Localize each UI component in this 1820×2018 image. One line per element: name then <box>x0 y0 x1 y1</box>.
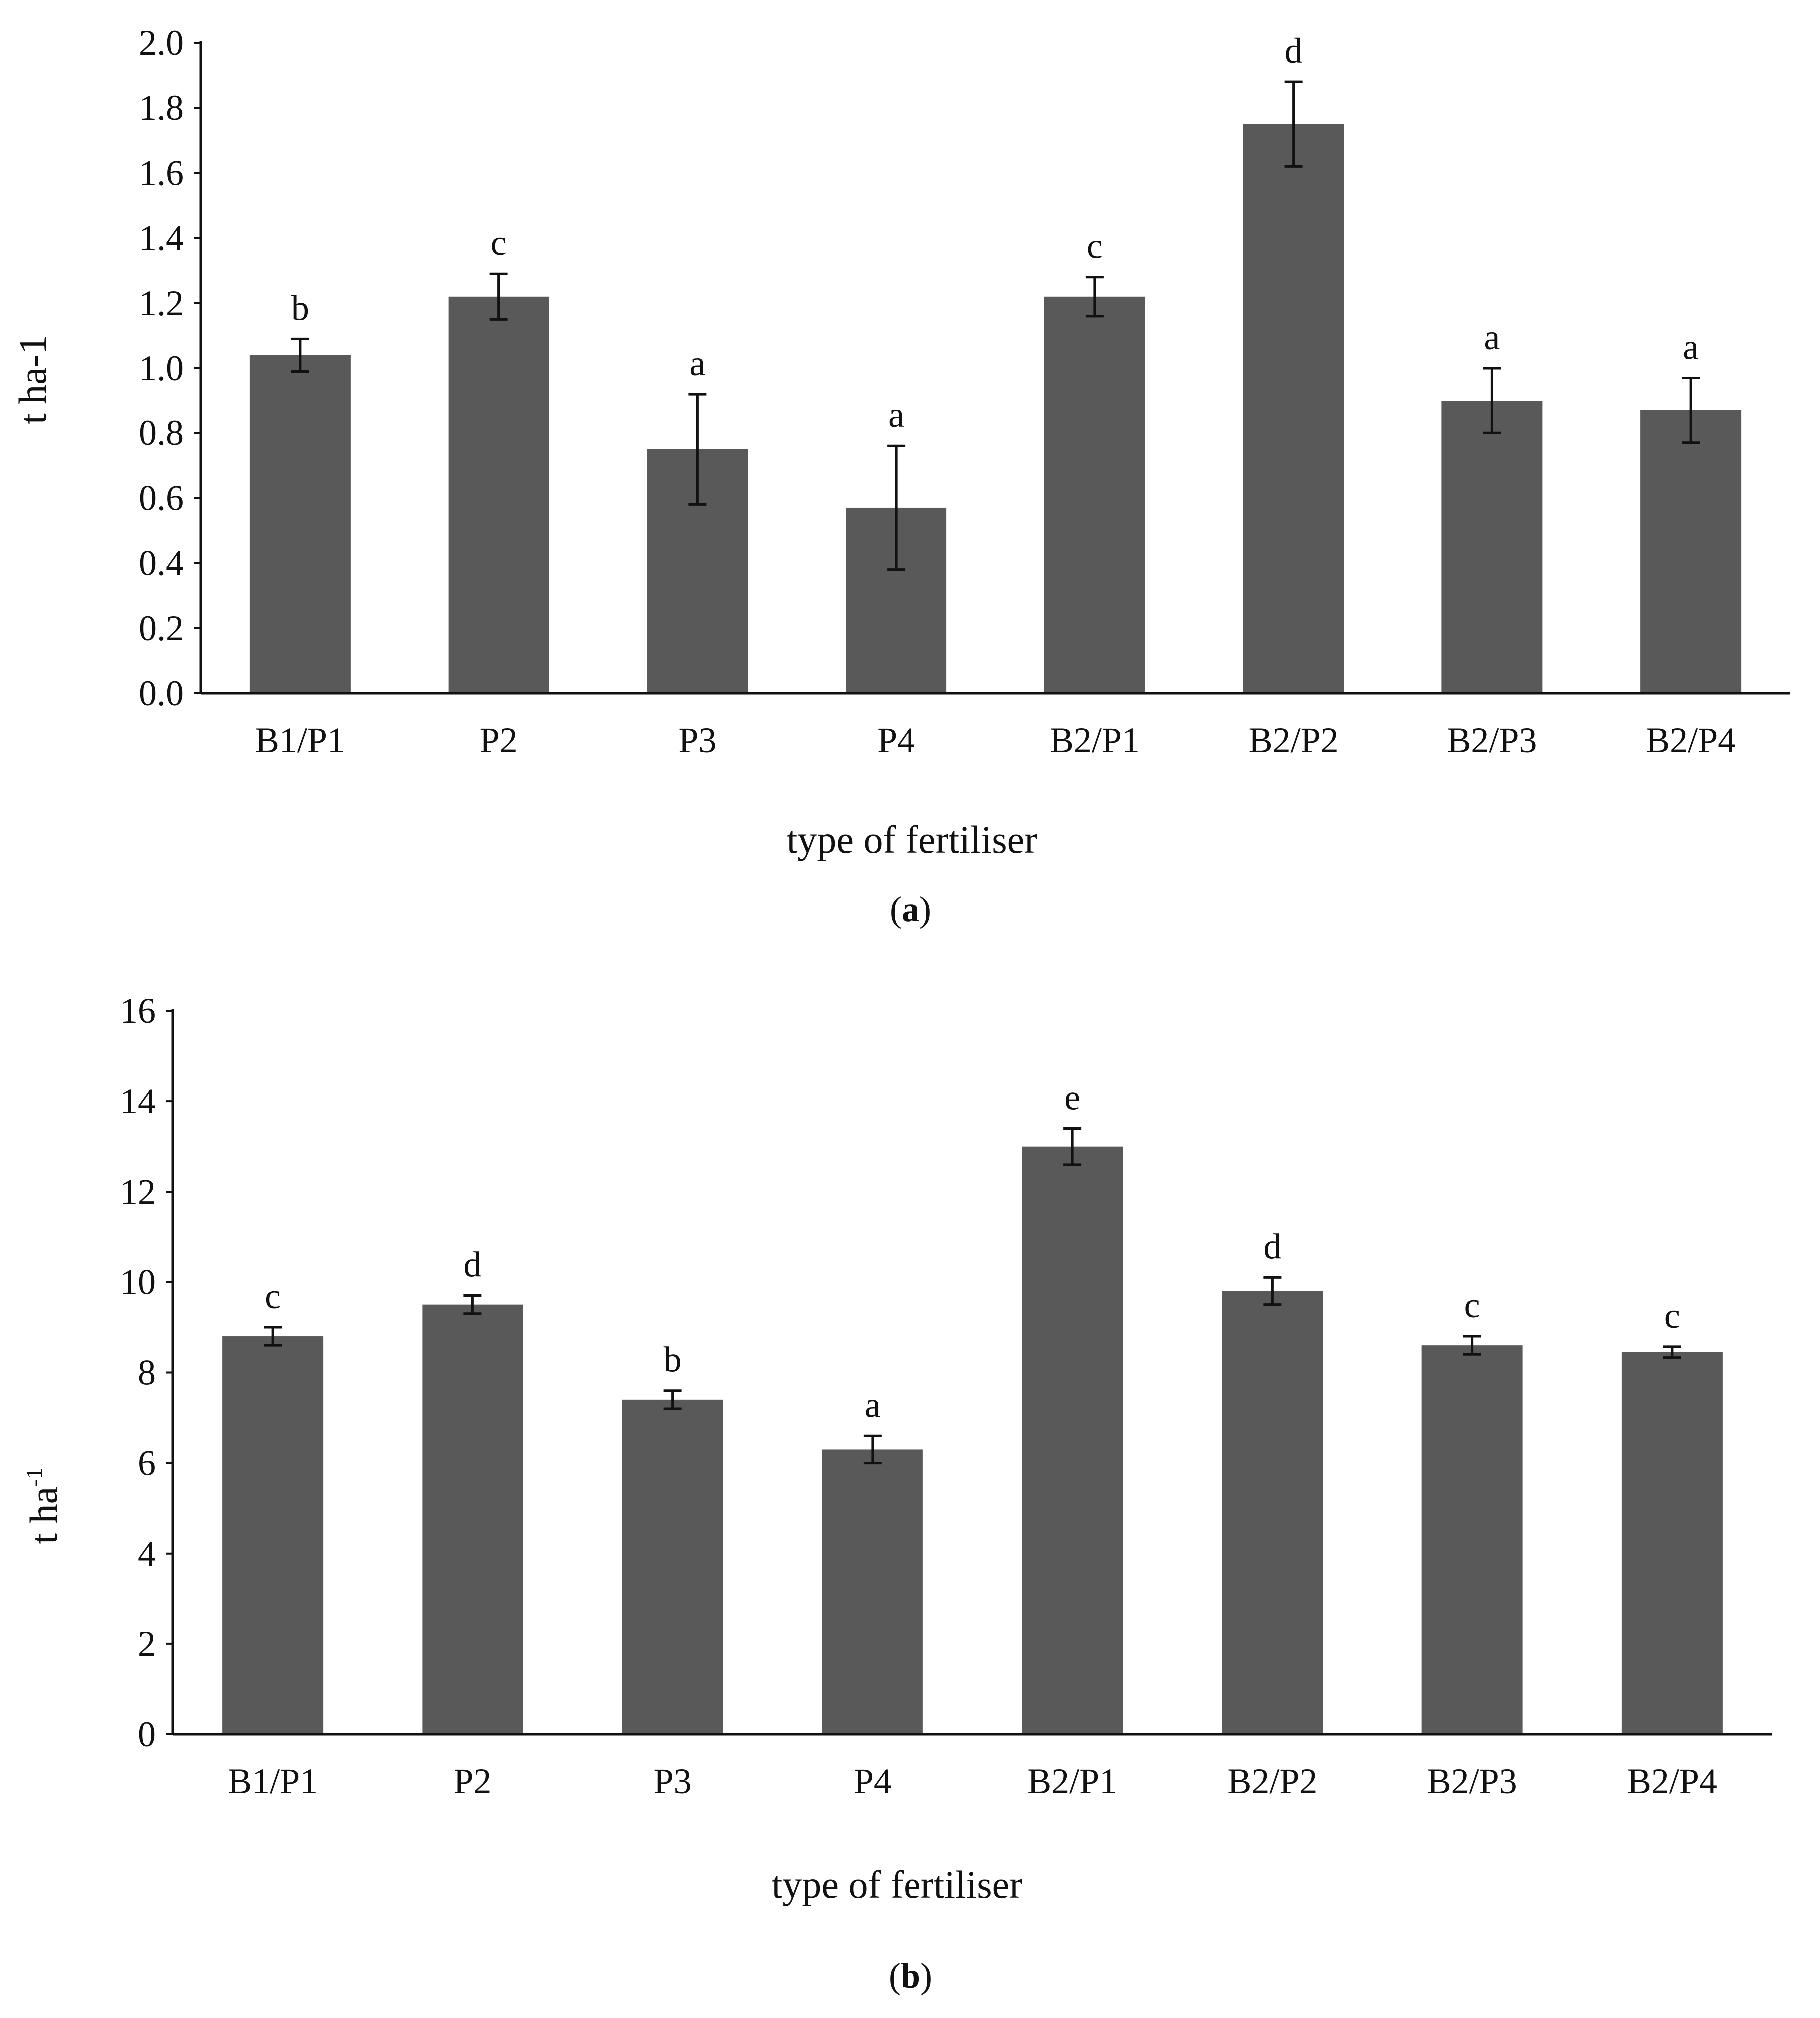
chart-a-category-label: P2 <box>480 720 518 760</box>
chart-a-significance-letter: c <box>491 223 507 263</box>
chart-b-category-label: B2/P1 <box>1027 1761 1117 1801</box>
chart-a-panel-letter: a <box>902 889 919 929</box>
chart-a-ylabel-base: t ha-1 <box>11 335 54 424</box>
chart-b-ylabel-base: t ha <box>22 1487 65 1544</box>
chart-b-significance-letter: d <box>1263 1226 1281 1266</box>
chart-b-panel-letter: b <box>901 1956 920 1996</box>
chart-b-category-label: P4 <box>854 1761 892 1801</box>
chart-a-significance-letter: c <box>1087 226 1103 266</box>
chart-b-ytick-label: 14 <box>120 1081 156 1121</box>
chart-b-category-label: B1/P1 <box>228 1761 318 1801</box>
chart-b-bar <box>822 1449 923 1734</box>
chart-a-ytick-label: 1.4 <box>139 218 184 258</box>
chart-a-bar <box>448 296 549 693</box>
chart-a-bar <box>249 355 351 693</box>
chart-b-significance-letter: c <box>1464 1285 1480 1325</box>
chart-a-ytick-label: 1.6 <box>139 153 184 193</box>
chart-b-bar <box>1022 1146 1123 1734</box>
chart-b-significance-letter: a <box>865 1385 881 1425</box>
chart-b-category-label: P3 <box>654 1761 692 1801</box>
chart-b-ylabel: t ha-1 <box>21 1467 65 1544</box>
chart-b-panel-label: (b) <box>889 1956 932 1996</box>
chart-a-significance-letter: b <box>291 288 309 328</box>
chart-b-ytick-label: 8 <box>138 1353 156 1393</box>
chart-a-ytick-label: 1.0 <box>139 348 184 388</box>
chart-b-ytick-label: 16 <box>120 991 156 1031</box>
chart-b-category-label: P2 <box>454 1761 491 1801</box>
chart-b-ytick-label: 4 <box>138 1534 156 1574</box>
chart-b-significance-letter: c <box>1664 1296 1680 1336</box>
chart-b-ytick-label: 0 <box>138 1714 156 1754</box>
chart-a-bar <box>1044 296 1145 693</box>
chart-b-xlabel: type of fertiliser <box>772 1863 1022 1906</box>
chart-a-ytick-label: 0.4 <box>139 543 184 583</box>
chart-a-panel-label: (a) <box>890 889 931 929</box>
chart-a-significance-letter: a <box>1683 327 1699 367</box>
chart-a-category-label: B2/P1 <box>1050 720 1140 760</box>
chart-b-ylabel-sup: -1 <box>21 1467 47 1486</box>
chart-a-ytick-label: 0.2 <box>139 608 184 648</box>
chart-a-significance-letter: d <box>1285 31 1303 71</box>
chart-b-significance-letter: e <box>1064 1077 1080 1117</box>
chart-b-ytick-label: 2 <box>138 1624 156 1664</box>
chart-a-category-label: B2/P4 <box>1646 720 1736 760</box>
chart-b-ytick-label: 6 <box>138 1443 156 1483</box>
chart-a-xlabel: type of fertiliser <box>787 818 1037 861</box>
chart-a-ytick-label: 0.8 <box>139 413 184 453</box>
chart-a-ytick-label: 1.8 <box>139 88 184 128</box>
chart-a-significance-letter: a <box>1484 317 1500 357</box>
chart-b-significance-letter: b <box>664 1340 682 1380</box>
chart-a-category-label: P3 <box>678 720 716 760</box>
chart-a-bar <box>1441 401 1543 693</box>
chart-b-category-label: B2/P4 <box>1627 1761 1717 1801</box>
chart-b-bar <box>1222 1291 1323 1734</box>
chart-a-bar <box>1640 410 1742 693</box>
chart-b-ytick-label: 12 <box>120 1172 156 1211</box>
chart-b-ytick-label: 10 <box>120 1262 156 1302</box>
chart-a-category-label: B1/P1 <box>255 720 345 760</box>
chart-b-bar <box>222 1336 324 1734</box>
chart-b-significance-letter: d <box>463 1245 481 1285</box>
chart-b-significance-letter: c <box>265 1276 281 1316</box>
chart-a-significance-letter: a <box>689 343 705 383</box>
chart-b-bar <box>622 1399 723 1734</box>
chart-a-category-label: B2/P2 <box>1249 720 1339 760</box>
chart-a: t ha-1 type of fertiliser (a) 0.0 0.2 0.4 0… <box>11 23 1790 929</box>
chart-a-category-label: P4 <box>877 720 915 760</box>
chart-b-bar <box>1621 1352 1723 1734</box>
chart-b-category-label: B2/P3 <box>1427 1761 1517 1801</box>
chart-a-significance-letter: a <box>888 395 904 435</box>
chart-a-bar <box>1243 124 1344 693</box>
chart-a-ytick-label: 0.0 <box>139 673 184 713</box>
chart-a-ytick-label: 0.6 <box>139 478 184 518</box>
chart-a-ytick-label: 1.2 <box>139 283 184 323</box>
chart-a-ytick-label: 2.0 <box>139 23 184 63</box>
chart-a-category-label: B2/P3 <box>1447 720 1537 760</box>
chart-a-ylabel: t ha-1 <box>11 335 54 424</box>
chart-b-bar <box>422 1304 523 1734</box>
chart-b: t ha-1 type of fertiliser (b) 0 2 4 6 8 10 12 1… <box>21 991 1772 1996</box>
chart-b-category-label: B2/P2 <box>1227 1761 1317 1801</box>
chart-b-bar <box>1421 1345 1523 1734</box>
